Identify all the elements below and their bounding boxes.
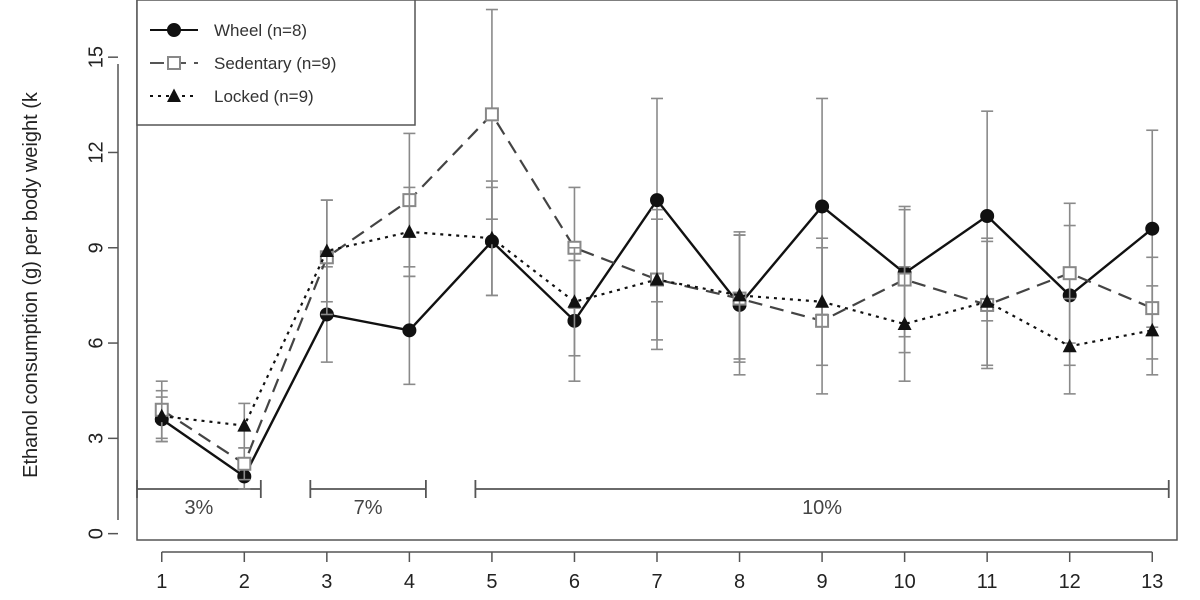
data-point xyxy=(402,323,417,338)
phase-label: 7% xyxy=(354,497,383,519)
phase-label: 3% xyxy=(184,497,213,519)
legend-label: Sedentary (n=9) xyxy=(214,54,336,73)
legend-marker xyxy=(167,56,181,70)
x-tick-label: 10 xyxy=(893,571,915,593)
data-point xyxy=(154,408,169,423)
legend-marker xyxy=(167,23,181,37)
x-tick-label: 12 xyxy=(1059,571,1081,593)
data-point xyxy=(484,230,499,245)
x-tick-label: 13 xyxy=(1141,571,1163,593)
x-tick-label: 3 xyxy=(321,571,332,593)
y-tick-label: 0 xyxy=(85,528,107,539)
data-point xyxy=(732,287,747,302)
legend-marker xyxy=(167,88,181,102)
x-tick-label: 11 xyxy=(977,571,998,593)
data-point xyxy=(980,209,995,223)
series-3 xyxy=(154,180,1160,449)
data-point xyxy=(1062,338,1077,353)
y-axis: 0 3 6 9 12 15 xyxy=(85,46,119,539)
data-point xyxy=(897,316,912,330)
x-tick-label: 1 xyxy=(156,571,167,593)
y-tick-label: 12 xyxy=(85,141,107,163)
data-point xyxy=(1145,221,1160,236)
data-point xyxy=(980,294,995,308)
x-tick-label: 9 xyxy=(817,571,828,593)
data-point xyxy=(650,272,664,286)
data-point xyxy=(815,294,830,308)
phase-label: 10% xyxy=(802,497,842,519)
y-tick-label: 3 xyxy=(85,433,107,444)
plot-frame xyxy=(136,0,1178,541)
legend-entry: Sedentary (n=9) xyxy=(150,54,336,73)
y-tick-label: 9 xyxy=(85,242,107,253)
y-axis-label: Ethanol consumption (g) per body weight … xyxy=(20,91,42,478)
legend-entry: Wheel (n=8) xyxy=(150,21,307,40)
x-tick-label: 4 xyxy=(404,571,415,593)
data-point xyxy=(319,243,334,257)
data-point xyxy=(650,193,664,208)
data-point xyxy=(237,418,252,432)
x-tick-label: 6 xyxy=(569,571,580,593)
data-point xyxy=(1062,266,1077,281)
x-tick-label: 8 xyxy=(734,571,745,593)
data-point xyxy=(237,456,252,471)
legend-label: Locked (n=9) xyxy=(214,87,314,106)
data-point xyxy=(815,199,830,214)
x-tick-label: 7 xyxy=(651,571,662,593)
x-axis: 1 2 3 4 5 6 7 8 9 10 11 12 13 xyxy=(156,551,1163,593)
legend-label: Wheel (n=8) xyxy=(214,21,307,40)
y-tick-label: 15 xyxy=(85,46,107,68)
phase-annotations: 3% 7% 10% xyxy=(136,480,1170,519)
legend-entry: Locked (n=9) xyxy=(150,87,314,106)
y-tick-label: 6 xyxy=(85,337,107,348)
data-point xyxy=(1145,322,1160,337)
legend: Wheel (n=8) Sedentary (n=9) Locked (n=9) xyxy=(136,0,416,126)
data-point xyxy=(484,107,499,122)
x-tick-label: 2 xyxy=(239,571,250,593)
x-tick-label: 5 xyxy=(486,571,497,593)
data-point xyxy=(402,224,417,238)
series-layer xyxy=(154,8,1160,490)
data-point xyxy=(567,294,582,308)
